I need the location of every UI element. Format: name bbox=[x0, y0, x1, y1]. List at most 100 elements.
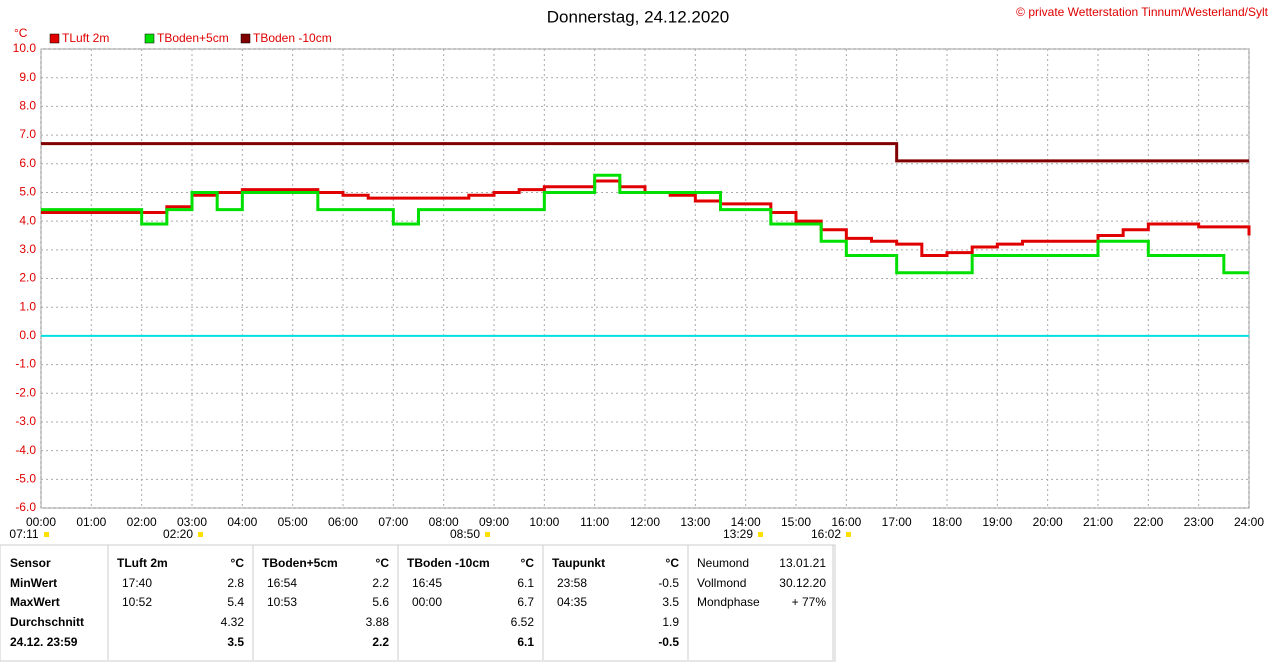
legend-swatch bbox=[240, 33, 251, 44]
row-label: Sensor bbox=[10, 556, 51, 570]
x-tick-label: 06:00 bbox=[328, 515, 358, 529]
x-tick-label: 11:00 bbox=[580, 515, 609, 529]
y-tick-label: 4.0 bbox=[19, 213, 36, 227]
marker-label: 02:20 bbox=[163, 527, 193, 541]
row-label: Durchschnitt bbox=[10, 615, 84, 629]
min-time: 23:58 bbox=[557, 576, 587, 590]
x-tick-label: 14:00 bbox=[731, 515, 761, 529]
x-tick-label: 18:00 bbox=[932, 515, 962, 529]
sensor-name: TBoden -10cm bbox=[407, 556, 490, 570]
row-label: MinWert bbox=[10, 576, 57, 590]
min-value: 2.8 bbox=[227, 576, 244, 590]
avg-value: 1.9 bbox=[662, 615, 679, 629]
max-time: 04:35 bbox=[557, 595, 587, 609]
y-tick-label: 1.0 bbox=[19, 299, 36, 313]
x-tick-label: 02:00 bbox=[127, 515, 157, 529]
max-time: 10:53 bbox=[267, 595, 297, 609]
series-line bbox=[41, 173, 1249, 275]
y-tick-label: -4.0 bbox=[15, 443, 36, 457]
series-line bbox=[41, 179, 1251, 258]
max-value: 6.7 bbox=[517, 595, 534, 609]
legend-swatch bbox=[144, 33, 155, 44]
marker bbox=[44, 532, 49, 537]
moon-label: Neumond bbox=[697, 556, 749, 570]
moon-label: Vollmond bbox=[697, 576, 746, 590]
marker-label: 08:50 bbox=[450, 527, 480, 541]
x-tick-label: 12:00 bbox=[630, 515, 660, 529]
marker-label: 16:02 bbox=[811, 527, 841, 541]
current-value: 3.5 bbox=[227, 635, 244, 649]
chart-title: Donnerstag, 24.12.2020 bbox=[547, 7, 729, 26]
marker bbox=[198, 532, 203, 537]
max-value: 5.4 bbox=[227, 595, 244, 609]
min-time: 16:54 bbox=[267, 576, 297, 590]
y-tick-label: -5.0 bbox=[15, 471, 36, 485]
x-tick-label: 22:00 bbox=[1133, 515, 1163, 529]
x-tick-label: 17:00 bbox=[882, 515, 912, 529]
legend-label: TBoden -10cm bbox=[253, 31, 332, 45]
sensor-unit: °C bbox=[231, 556, 245, 570]
y-unit: °C bbox=[14, 26, 28, 40]
min-time: 17:40 bbox=[122, 576, 152, 590]
moon-value: + 77% bbox=[792, 595, 827, 609]
sensor-name: TLuft 2m bbox=[117, 556, 168, 570]
sensor-unit: °C bbox=[666, 556, 680, 570]
sensor-unit: °C bbox=[376, 556, 390, 570]
sensor-name: Taupunkt bbox=[552, 556, 605, 570]
legend-swatch bbox=[49, 33, 60, 44]
current-value: 6.1 bbox=[517, 635, 534, 649]
x-tick-label: 03:00 bbox=[177, 515, 207, 529]
sensor-name: TBoden+5cm bbox=[262, 556, 338, 570]
legend-label: TBoden+5cm bbox=[157, 31, 229, 45]
copyright: © private Wetterstation Tinnum/Westerlan… bbox=[1016, 5, 1269, 19]
x-tick-label: 23:00 bbox=[1184, 515, 1214, 529]
avg-value: 6.52 bbox=[511, 615, 535, 629]
x-tick-label: 08:00 bbox=[429, 515, 459, 529]
y-tick-label: -6.0 bbox=[15, 500, 36, 514]
series-line bbox=[41, 142, 1249, 163]
min-time: 16:45 bbox=[412, 576, 442, 590]
max-value: 5.6 bbox=[372, 595, 389, 609]
y-tick-label: 8.0 bbox=[19, 99, 36, 113]
y-tick-label: 6.0 bbox=[19, 156, 36, 170]
moon-label: Mondphase bbox=[697, 595, 760, 609]
table-frame bbox=[0, 544, 836, 662]
x-tick-label: 10:00 bbox=[529, 515, 559, 529]
x-tick-label: 15:00 bbox=[781, 515, 811, 529]
min-value: 2.2 bbox=[372, 576, 389, 590]
marker bbox=[485, 532, 490, 537]
x-tick-label: 13:00 bbox=[680, 515, 710, 529]
y-tick-label: -2.0 bbox=[15, 385, 36, 399]
y-tick-label: 0.0 bbox=[19, 328, 36, 342]
marker-label: 13:29 bbox=[723, 527, 753, 541]
row-label: 24.12. 23:59 bbox=[10, 635, 78, 649]
x-tick-label: 16:00 bbox=[831, 515, 861, 529]
max-time: 00:00 bbox=[412, 595, 442, 609]
y-tick-label: -1.0 bbox=[15, 357, 36, 371]
max-time: 10:52 bbox=[122, 595, 152, 609]
avg-value: 4.32 bbox=[221, 615, 245, 629]
y-tick-label: -3.0 bbox=[15, 414, 36, 428]
legend-label: TLuft 2m bbox=[62, 31, 109, 45]
marker bbox=[758, 532, 763, 537]
sensor-unit: °C bbox=[521, 556, 535, 570]
min-value: -0.5 bbox=[658, 576, 679, 590]
y-tick-label: 5.0 bbox=[19, 185, 36, 199]
current-value: 2.2 bbox=[372, 635, 389, 649]
current-value: -0.5 bbox=[658, 635, 679, 649]
y-tick-label: 2.0 bbox=[19, 271, 36, 285]
min-value: 6.1 bbox=[517, 576, 534, 590]
x-tick-label: 19:00 bbox=[982, 515, 1012, 529]
x-tick-label: 07:00 bbox=[378, 515, 408, 529]
y-tick-label: 3.0 bbox=[19, 242, 36, 256]
avg-value: 3.88 bbox=[366, 615, 390, 629]
x-tick-label: 20:00 bbox=[1033, 515, 1063, 529]
x-tick-label: 09:00 bbox=[479, 515, 509, 529]
x-tick-label: 01:00 bbox=[76, 515, 106, 529]
x-tick-label: 24:00 bbox=[1234, 515, 1264, 529]
y-tick-label: 9.0 bbox=[19, 70, 36, 84]
marker-label: 07:11 bbox=[9, 527, 38, 541]
y-tick-label: 7.0 bbox=[19, 127, 36, 141]
